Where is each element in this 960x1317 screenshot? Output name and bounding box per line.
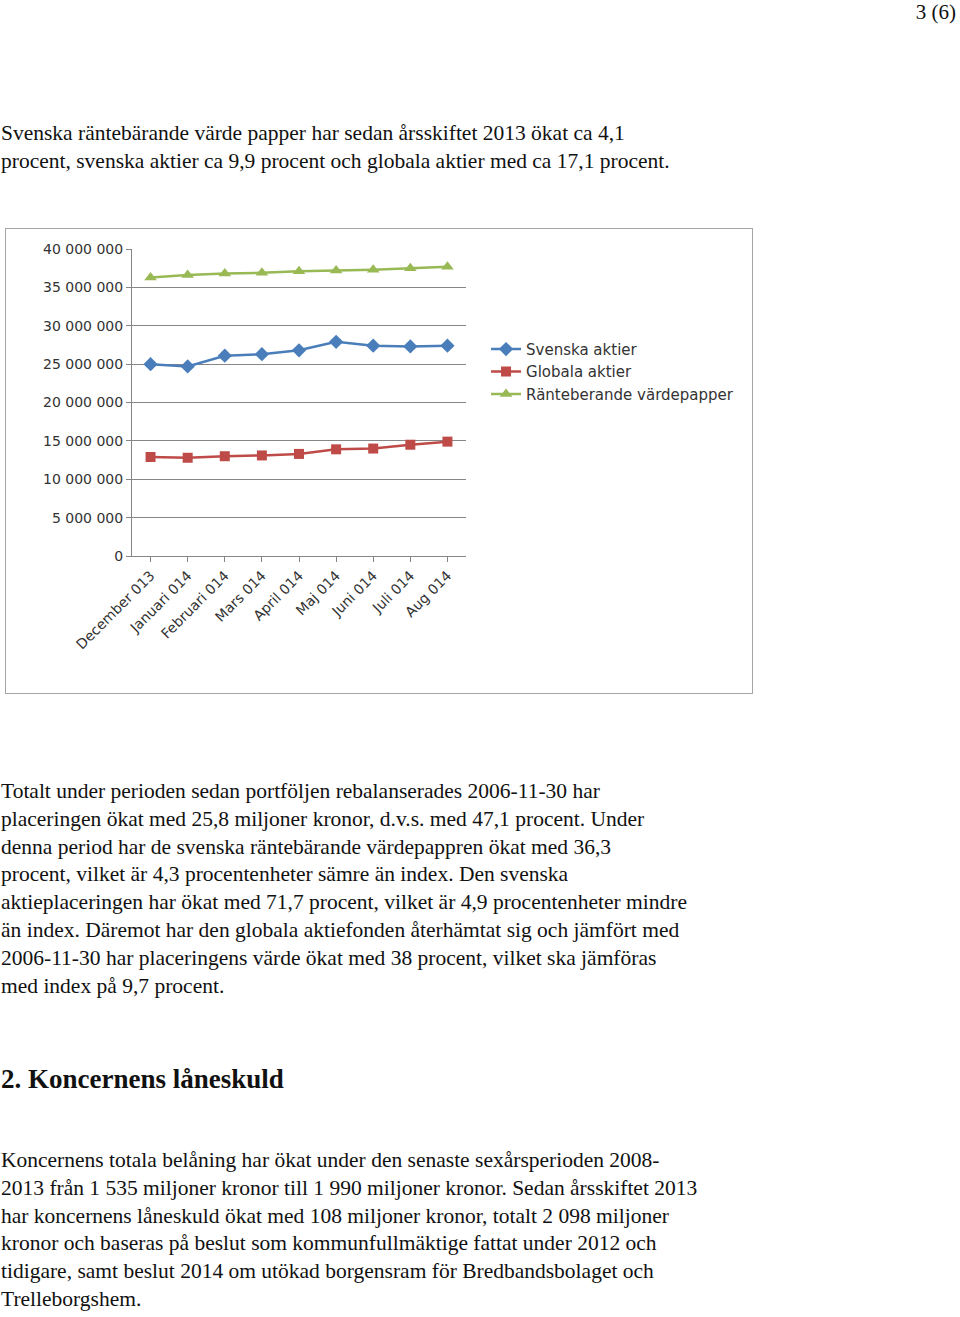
html-text:procent, vilket är 4,3 procent: procent, vilket är 4,3 procentenheter sä… — [1, 862, 569, 887]
html-text:Totalt under perioden sedan po: Totalt under perioden sedan portföljen r… — [1, 779, 600, 803]
svg-text:40 000 000: 40 000 000 — [43, 241, 123, 257]
html-text:3 (6): 3 (6) — [915, 0, 956, 24]
html-text:procent, svenska aktier ca 9,9: procent, svenska aktier ca 9,9 procent o… — [1, 148, 670, 173]
svg-text:Januari 014: Januari 014 — [126, 567, 195, 636]
html-text:kronor och baseras på beslut s: kronor och baseras på beslut som kommunf… — [1, 1231, 657, 1256]
html-text:Trelleborgshem.: Trelleborgshem. — [1, 1287, 142, 1311]
html-text:Svenska räntebärande värde pap: Svenska räntebärande värde papper har se… — [1, 121, 625, 145]
svg-text:December 013: December 013 — [73, 568, 158, 653]
html-text:tidigare, samt beslut 2014 om: tidigare, samt beslut 2014 om utökad bor… — [1, 1259, 654, 1284]
html-text:med index på 9,7 procent.: med index på 9,7 procent. — [1, 973, 225, 998]
html-text:aktieplaceringen har ökat med: aktieplaceringen har ökat med 71,7 proce… — [1, 890, 687, 915]
svg-text:Globala aktier: Globala aktier — [526, 363, 632, 381]
svg-text:25 000 000: 25 000 000 — [43, 356, 123, 372]
svg-text:0: 0 — [114, 548, 123, 564]
svg-text:April 014: April 014 — [250, 567, 306, 623]
svg-text:35 000 000: 35 000 000 — [43, 279, 123, 295]
html-text:2006-11-30 har placeringens vä: 2006-11-30 har placeringens värde ökat m… — [1, 945, 657, 970]
html-text:denna period har de svenska rä: denna period har de svenska räntebärande… — [1, 834, 612, 859]
svg-text:Maj 014: Maj 014 — [292, 568, 343, 619]
svg-text:Juli 014: Juli 014 — [369, 567, 418, 616]
html-text:2013 från 1 535 miljoner krono: 2013 från 1 535 miljoner kronor till 1 9… — [1, 1175, 698, 1200]
svg-text:15 000 000: 15 000 000 — [43, 433, 123, 449]
svg-text:10 000 000: 10 000 000 — [43, 471, 123, 487]
svg-text:Svenska aktier: Svenska aktier — [526, 341, 637, 359]
svg-text:Februari 014: Februari 014 — [158, 567, 232, 641]
html-text:har koncernens låneskuld ökat: har koncernens låneskuld ökat med 108 mi… — [1, 1203, 669, 1228]
svg-text:30 000 000: 30 000 000 — [43, 318, 123, 334]
svg-text:Juni 014: Juni 014 — [328, 567, 380, 619]
svg-text:Mars 014: Mars 014 — [212, 567, 269, 624]
svg-text:5 000 000: 5 000 000 — [52, 510, 123, 526]
html-text:än index. Däremot har den glob: än index. Däremot har den globala aktief… — [1, 918, 680, 942]
svg-text:20 000 000: 20 000 000 — [43, 394, 123, 410]
svg-text:Aug 014: Aug 014 — [402, 567, 455, 620]
html-text:Koncernens totala belåning har: Koncernens totala belåning har ökat unde… — [1, 1148, 660, 1172]
svg-text:Ränteberande värdepapper: Ränteberande värdepapper — [526, 386, 734, 404]
html-text:placeringen ökat med 25,8 milj: placeringen ökat med 25,8 miljoner krono… — [1, 806, 645, 831]
html-text:2. Koncernens låneskuld: 2. Koncernens låneskuld — [1, 1064, 284, 1094]
